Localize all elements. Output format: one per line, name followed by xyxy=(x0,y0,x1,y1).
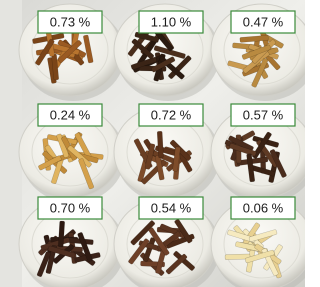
label-text: 0.72 % xyxy=(151,107,192,122)
label-text: 0.54 % xyxy=(151,200,192,215)
label-box: 0.72 % xyxy=(139,104,203,126)
label-text: 1.10 % xyxy=(151,14,192,29)
plates xyxy=(19,4,305,287)
label-box: 0.06 % xyxy=(231,197,295,219)
label-box: 0.70 % xyxy=(38,197,102,219)
label-text: 0.57 % xyxy=(243,107,284,122)
label-box: 0.54 % xyxy=(139,197,203,219)
label-text: 0.47 % xyxy=(243,14,284,29)
label-box: 1.10 % xyxy=(139,11,203,33)
label-box: 0.73 % xyxy=(38,11,102,33)
label-text: 0.24 % xyxy=(50,107,91,122)
photo: 0.73 % 1.10 % 0.47 % 0.24 % 0.72 % 0.57 % 0.70… xyxy=(0,0,305,287)
label-text: 0.06 % xyxy=(243,200,284,215)
page: 0.73 % 1.10 % 0.47 % 0.24 % 0.72 % 0.57 % 0.70… xyxy=(0,0,305,287)
label-box: 0.57 % xyxy=(231,104,295,126)
label-text: 0.73 % xyxy=(50,14,91,29)
label-text: 0.70 % xyxy=(50,200,91,215)
label-box: 0.24 % xyxy=(38,104,102,126)
label-box: 0.47 % xyxy=(231,11,295,33)
